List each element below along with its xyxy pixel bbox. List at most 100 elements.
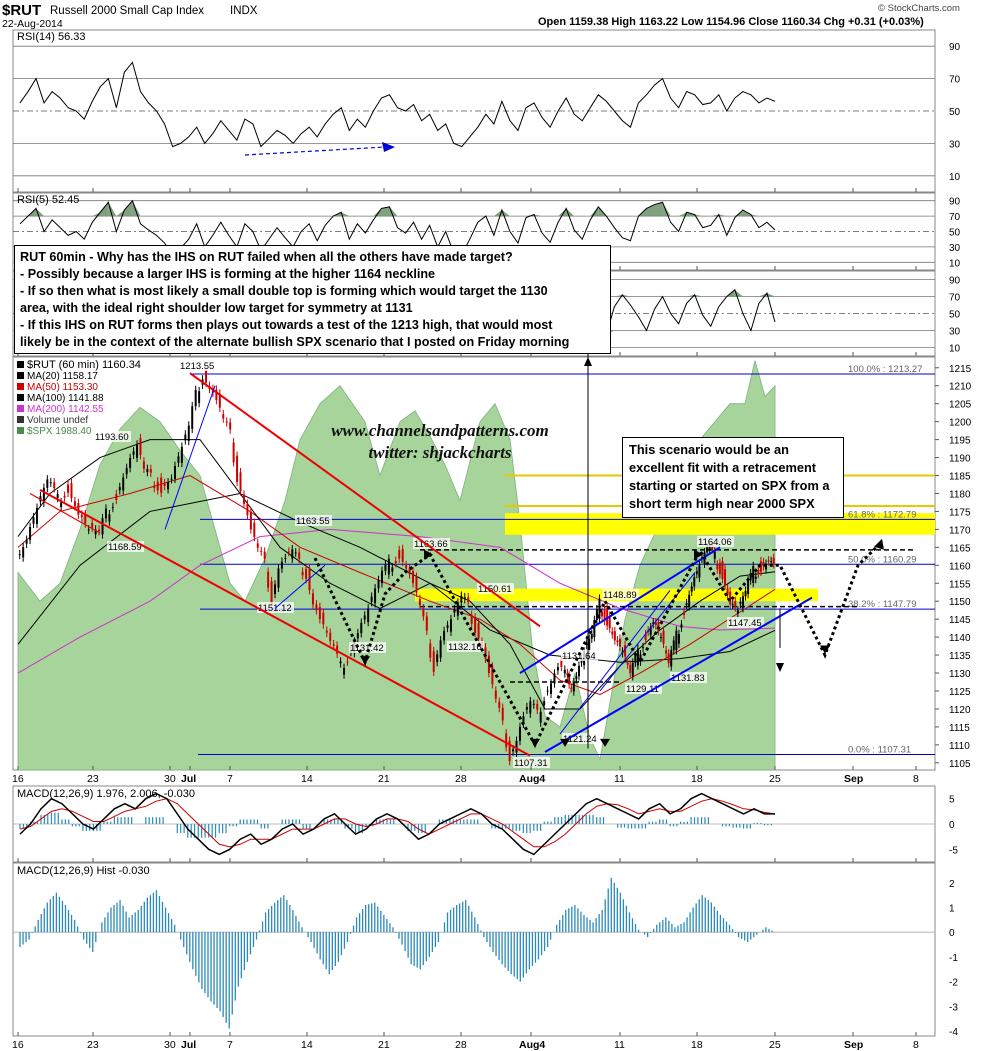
overbought-shade bbox=[132, 200, 141, 217]
price-body bbox=[518, 726, 521, 741]
x-axis: 16 16 23 23 30 30 Jul Jul 7 7 14 14 21 21 28 28 Aug4 Aug4… bbox=[12, 188, 919, 1051]
price-body bbox=[716, 564, 719, 570]
price-body bbox=[163, 483, 166, 486]
price-body bbox=[222, 414, 225, 419]
price-label-bg bbox=[349, 642, 386, 653]
blue-line bbox=[164, 385, 216, 530]
price-body bbox=[543, 701, 546, 706]
price-body bbox=[736, 610, 739, 614]
price-body bbox=[556, 667, 559, 671]
x-tick-label: 16 bbox=[12, 1039, 24, 1051]
overbought-shade bbox=[614, 294, 623, 297]
price-label: 1163.66 bbox=[414, 539, 448, 550]
y-tick-label: 90 bbox=[949, 197, 961, 208]
legend-entry: $SPX 1988.40 bbox=[27, 426, 92, 437]
price-body bbox=[522, 716, 525, 724]
price-body bbox=[652, 622, 655, 624]
exchange: INDX bbox=[230, 5, 258, 17]
price-body bbox=[191, 406, 194, 429]
scenario-line: excellent fit with a retracement bbox=[629, 460, 817, 475]
arrowhead bbox=[360, 656, 370, 665]
price-body bbox=[422, 608, 425, 617]
macd-line bbox=[19, 792, 775, 856]
price-body bbox=[713, 551, 716, 559]
price-body bbox=[318, 606, 321, 620]
price-body bbox=[550, 683, 553, 694]
price-label-bg bbox=[447, 641, 484, 652]
price-body bbox=[377, 580, 380, 589]
price-label: 1168.59 bbox=[108, 542, 142, 553]
price-body bbox=[311, 593, 314, 605]
price-body bbox=[449, 619, 452, 632]
price-body bbox=[532, 703, 535, 705]
overbought-shade bbox=[750, 214, 759, 217]
arrowhead bbox=[424, 549, 433, 560]
price-label-bg bbox=[697, 536, 734, 547]
price-label: 1121.24 bbox=[563, 734, 597, 745]
price-body bbox=[467, 597, 470, 602]
y-tick-label: 1190 bbox=[949, 454, 971, 465]
y-tick-label: 1130 bbox=[949, 669, 971, 680]
price-body bbox=[394, 560, 397, 563]
price-body bbox=[215, 389, 218, 401]
price-body bbox=[698, 565, 701, 578]
y-tick-label: 1125 bbox=[949, 687, 971, 698]
price-body bbox=[675, 630, 678, 651]
price-body bbox=[505, 733, 508, 748]
legend-swatch bbox=[17, 361, 24, 368]
price-body bbox=[690, 586, 693, 592]
price-body bbox=[246, 503, 249, 516]
price-body bbox=[29, 526, 32, 540]
price-body bbox=[115, 494, 118, 500]
price-body bbox=[577, 665, 580, 677]
y-tick-label: 2 bbox=[949, 879, 955, 890]
price-body bbox=[529, 701, 532, 714]
annotations bbox=[29, 342, 884, 757]
price-body bbox=[274, 584, 277, 594]
price-body bbox=[425, 616, 428, 631]
price-body bbox=[253, 522, 256, 537]
y-tick-label: 10 bbox=[949, 258, 961, 269]
price-body bbox=[270, 581, 273, 604]
price-label: 1131.83 bbox=[671, 673, 705, 684]
price-body bbox=[515, 740, 518, 753]
price-body bbox=[418, 599, 421, 606]
y-tick-label: 1175 bbox=[949, 507, 971, 518]
price-body bbox=[384, 564, 387, 571]
overbought-shade bbox=[381, 206, 390, 217]
price-body bbox=[370, 596, 373, 602]
price-body bbox=[280, 561, 283, 569]
price-body bbox=[412, 571, 415, 584]
price-body bbox=[470, 614, 473, 624]
price-body bbox=[49, 482, 52, 484]
overbought-shade bbox=[662, 202, 671, 217]
overbought-shade bbox=[654, 202, 663, 217]
price-label-bg bbox=[477, 583, 514, 594]
price-body bbox=[94, 529, 97, 535]
y-tick-label: 1210 bbox=[949, 382, 972, 393]
price-body bbox=[654, 622, 657, 626]
price-body bbox=[688, 594, 691, 607]
legend-swatch bbox=[17, 405, 24, 412]
watermark-twitter: twitter: shjackcharts bbox=[368, 443, 512, 462]
price-body bbox=[606, 608, 609, 626]
price-label-bg bbox=[295, 515, 332, 526]
price-body bbox=[343, 667, 346, 675]
y-tick-label: 1170 bbox=[949, 525, 971, 536]
commentary-line: RUT 60min - Why has the IHS on RUT faile… bbox=[20, 250, 513, 264]
panel-title: MACD(12,26,9) 1.976, 2.006, -0.030 bbox=[17, 788, 195, 800]
price-body bbox=[634, 655, 637, 663]
overbought-shade bbox=[389, 206, 398, 217]
price-body bbox=[146, 469, 149, 472]
panel-title: RSI(5) 52.45 bbox=[17, 194, 79, 206]
price-body bbox=[401, 548, 404, 562]
y-tick-label: -4 bbox=[949, 1027, 958, 1038]
legend-entry: MA(200) 1142.55 bbox=[27, 404, 104, 415]
price-body bbox=[129, 458, 132, 468]
price-body bbox=[42, 487, 45, 503]
panel-frame bbox=[12, 862, 936, 1037]
price-body bbox=[73, 501, 76, 507]
y-tick-label: 1165 bbox=[949, 543, 971, 554]
y-tick-label: 1185 bbox=[949, 472, 971, 483]
y-tick-label: 10 bbox=[949, 344, 961, 355]
